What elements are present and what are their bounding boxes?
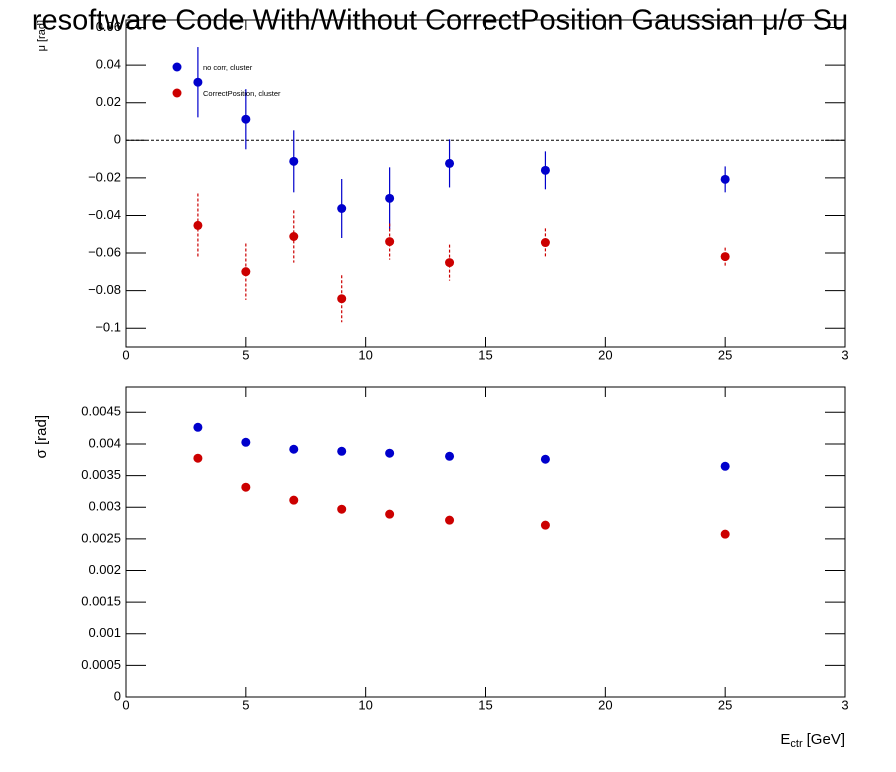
data-point bbox=[445, 515, 455, 525]
data-point bbox=[720, 529, 730, 539]
data-point bbox=[445, 451, 455, 461]
x-tick-label: 5 bbox=[242, 697, 249, 712]
data-point bbox=[337, 446, 347, 456]
y-tick-label: 0.02 bbox=[96, 94, 121, 109]
x-tick-label: 3 bbox=[841, 347, 848, 362]
data-point bbox=[540, 454, 550, 464]
legend-label: CorrectPosition, cluster bbox=[203, 89, 281, 98]
y-tick-label: −0.06 bbox=[88, 244, 121, 259]
x-label-sub: ctr bbox=[790, 738, 803, 750]
y-tick-label: 0.0045 bbox=[81, 404, 121, 419]
x-tick-label: 3 bbox=[841, 697, 848, 712]
y-tick-label: 0.003 bbox=[88, 499, 121, 514]
y-tick-label: 0.06 bbox=[96, 19, 121, 34]
x-axis-label: Ectr [GeV] bbox=[780, 731, 845, 750]
data-point bbox=[241, 482, 251, 492]
plot-frame bbox=[125, 386, 846, 698]
data-point bbox=[385, 509, 395, 519]
x-tick-label: 15 bbox=[478, 347, 492, 362]
data-point bbox=[241, 437, 251, 447]
data-point bbox=[193, 453, 203, 463]
data-point bbox=[385, 237, 395, 247]
y-tick-label: 0.002 bbox=[88, 562, 121, 577]
y-tick-label: 0.004 bbox=[88, 435, 121, 450]
data-point bbox=[241, 267, 251, 277]
legend-label: no corr, cluster bbox=[203, 63, 253, 72]
y-tick-label: −0.04 bbox=[88, 207, 121, 222]
x-tick-label: 10 bbox=[358, 347, 372, 362]
x-tick-label: 25 bbox=[718, 697, 732, 712]
x-label-unit: [GeV] bbox=[807, 731, 845, 748]
y-tick-label: 0.04 bbox=[96, 57, 121, 72]
data-point bbox=[337, 294, 347, 304]
y-tick-label: −0.08 bbox=[88, 282, 121, 297]
y-tick-label: 0.0015 bbox=[81, 594, 121, 609]
y-tick-label: −0.02 bbox=[88, 169, 121, 184]
data-point bbox=[337, 203, 347, 213]
data-point bbox=[720, 252, 730, 262]
data-point bbox=[241, 114, 251, 124]
data-point bbox=[385, 193, 395, 203]
x-tick-label: 0 bbox=[122, 347, 129, 362]
data-point bbox=[540, 238, 550, 248]
data-point bbox=[289, 156, 299, 166]
data-point bbox=[540, 165, 550, 175]
data-point bbox=[385, 448, 395, 458]
y-tick-label: 0 bbox=[114, 688, 121, 703]
data-point bbox=[193, 77, 203, 87]
data-point bbox=[445, 258, 455, 268]
x-tick-label: 10 bbox=[358, 697, 372, 712]
y-axis-label: σ [rad] bbox=[33, 415, 50, 458]
y-tick-label: 0.0025 bbox=[81, 530, 121, 545]
x-tick-label: 20 bbox=[598, 347, 612, 362]
legend-marker bbox=[172, 88, 182, 98]
y-tick-label: 0.0035 bbox=[81, 467, 121, 482]
x-tick-label: 5 bbox=[242, 347, 249, 362]
data-point bbox=[720, 461, 730, 471]
y-tick-label: 0.001 bbox=[88, 625, 121, 640]
data-point bbox=[720, 174, 730, 184]
x-tick-label: 15 bbox=[478, 697, 492, 712]
data-point bbox=[289, 231, 299, 241]
data-point bbox=[540, 520, 550, 530]
data-point bbox=[445, 158, 455, 168]
data-point bbox=[289, 495, 299, 505]
data-point bbox=[337, 504, 347, 514]
x-tick-label: 0 bbox=[122, 697, 129, 712]
y-tick-label: −0.1 bbox=[95, 320, 121, 335]
x-tick-label: 20 bbox=[598, 697, 612, 712]
chart-title: resoftware Code With/Without CorrectPosi… bbox=[32, 5, 848, 37]
legend-marker bbox=[172, 62, 182, 72]
x-tick-label: 25 bbox=[718, 347, 732, 362]
data-point bbox=[289, 444, 299, 454]
y-tick-label: 0 bbox=[114, 132, 121, 147]
data-point bbox=[193, 220, 203, 230]
data-point bbox=[193, 422, 203, 432]
y-axis-label: μ [rad] bbox=[36, 20, 48, 51]
x-label-main: E bbox=[780, 731, 790, 748]
y-tick-label: 0.0005 bbox=[81, 657, 121, 672]
